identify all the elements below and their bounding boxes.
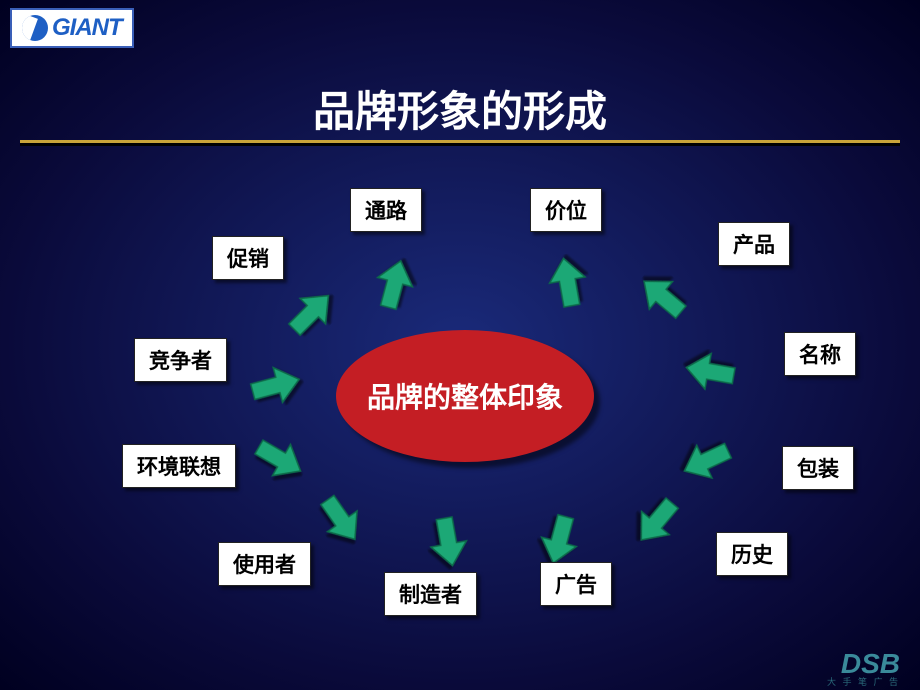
center-oval: 品牌的整体印象 xyxy=(336,330,594,462)
title-divider xyxy=(20,140,900,143)
center-label: 品牌的整体印象 xyxy=(367,376,563,416)
arrow-icon xyxy=(237,349,310,422)
arrow-icon xyxy=(533,249,603,319)
diagram-node: 通路 xyxy=(350,188,422,232)
diagram-node: 产品 xyxy=(718,222,790,266)
diagram-node: 名称 xyxy=(784,332,856,376)
logo-swirl-icon xyxy=(22,15,48,41)
arrow-icon xyxy=(237,417,319,499)
footer-sub: 大 手 笔 广 告 xyxy=(827,675,900,688)
logo-text: GIANT xyxy=(52,14,122,42)
diagram-node: 竞争者 xyxy=(134,338,227,382)
arrow-icon xyxy=(616,478,701,563)
diagram-node: 包装 xyxy=(782,446,854,490)
arrow-icon xyxy=(413,505,483,575)
arrow-icon xyxy=(677,337,747,407)
arrow-icon xyxy=(622,256,707,341)
brand-logo: GIANT xyxy=(10,8,134,48)
diagram-node: 制造者 xyxy=(384,572,477,616)
page-title: 品牌形象的形成 xyxy=(0,78,920,139)
diagram-node: 促销 xyxy=(212,236,284,280)
diagram-node: 广告 xyxy=(540,562,612,606)
diagram-node: 环境联想 xyxy=(122,444,236,488)
diagram-node: 使用者 xyxy=(218,542,311,586)
arrow-icon xyxy=(357,249,430,322)
diagram-node: 价位 xyxy=(530,188,602,232)
arrow-icon xyxy=(668,420,748,500)
arrow-icon xyxy=(268,272,353,357)
diagram-node: 历史 xyxy=(716,532,788,576)
